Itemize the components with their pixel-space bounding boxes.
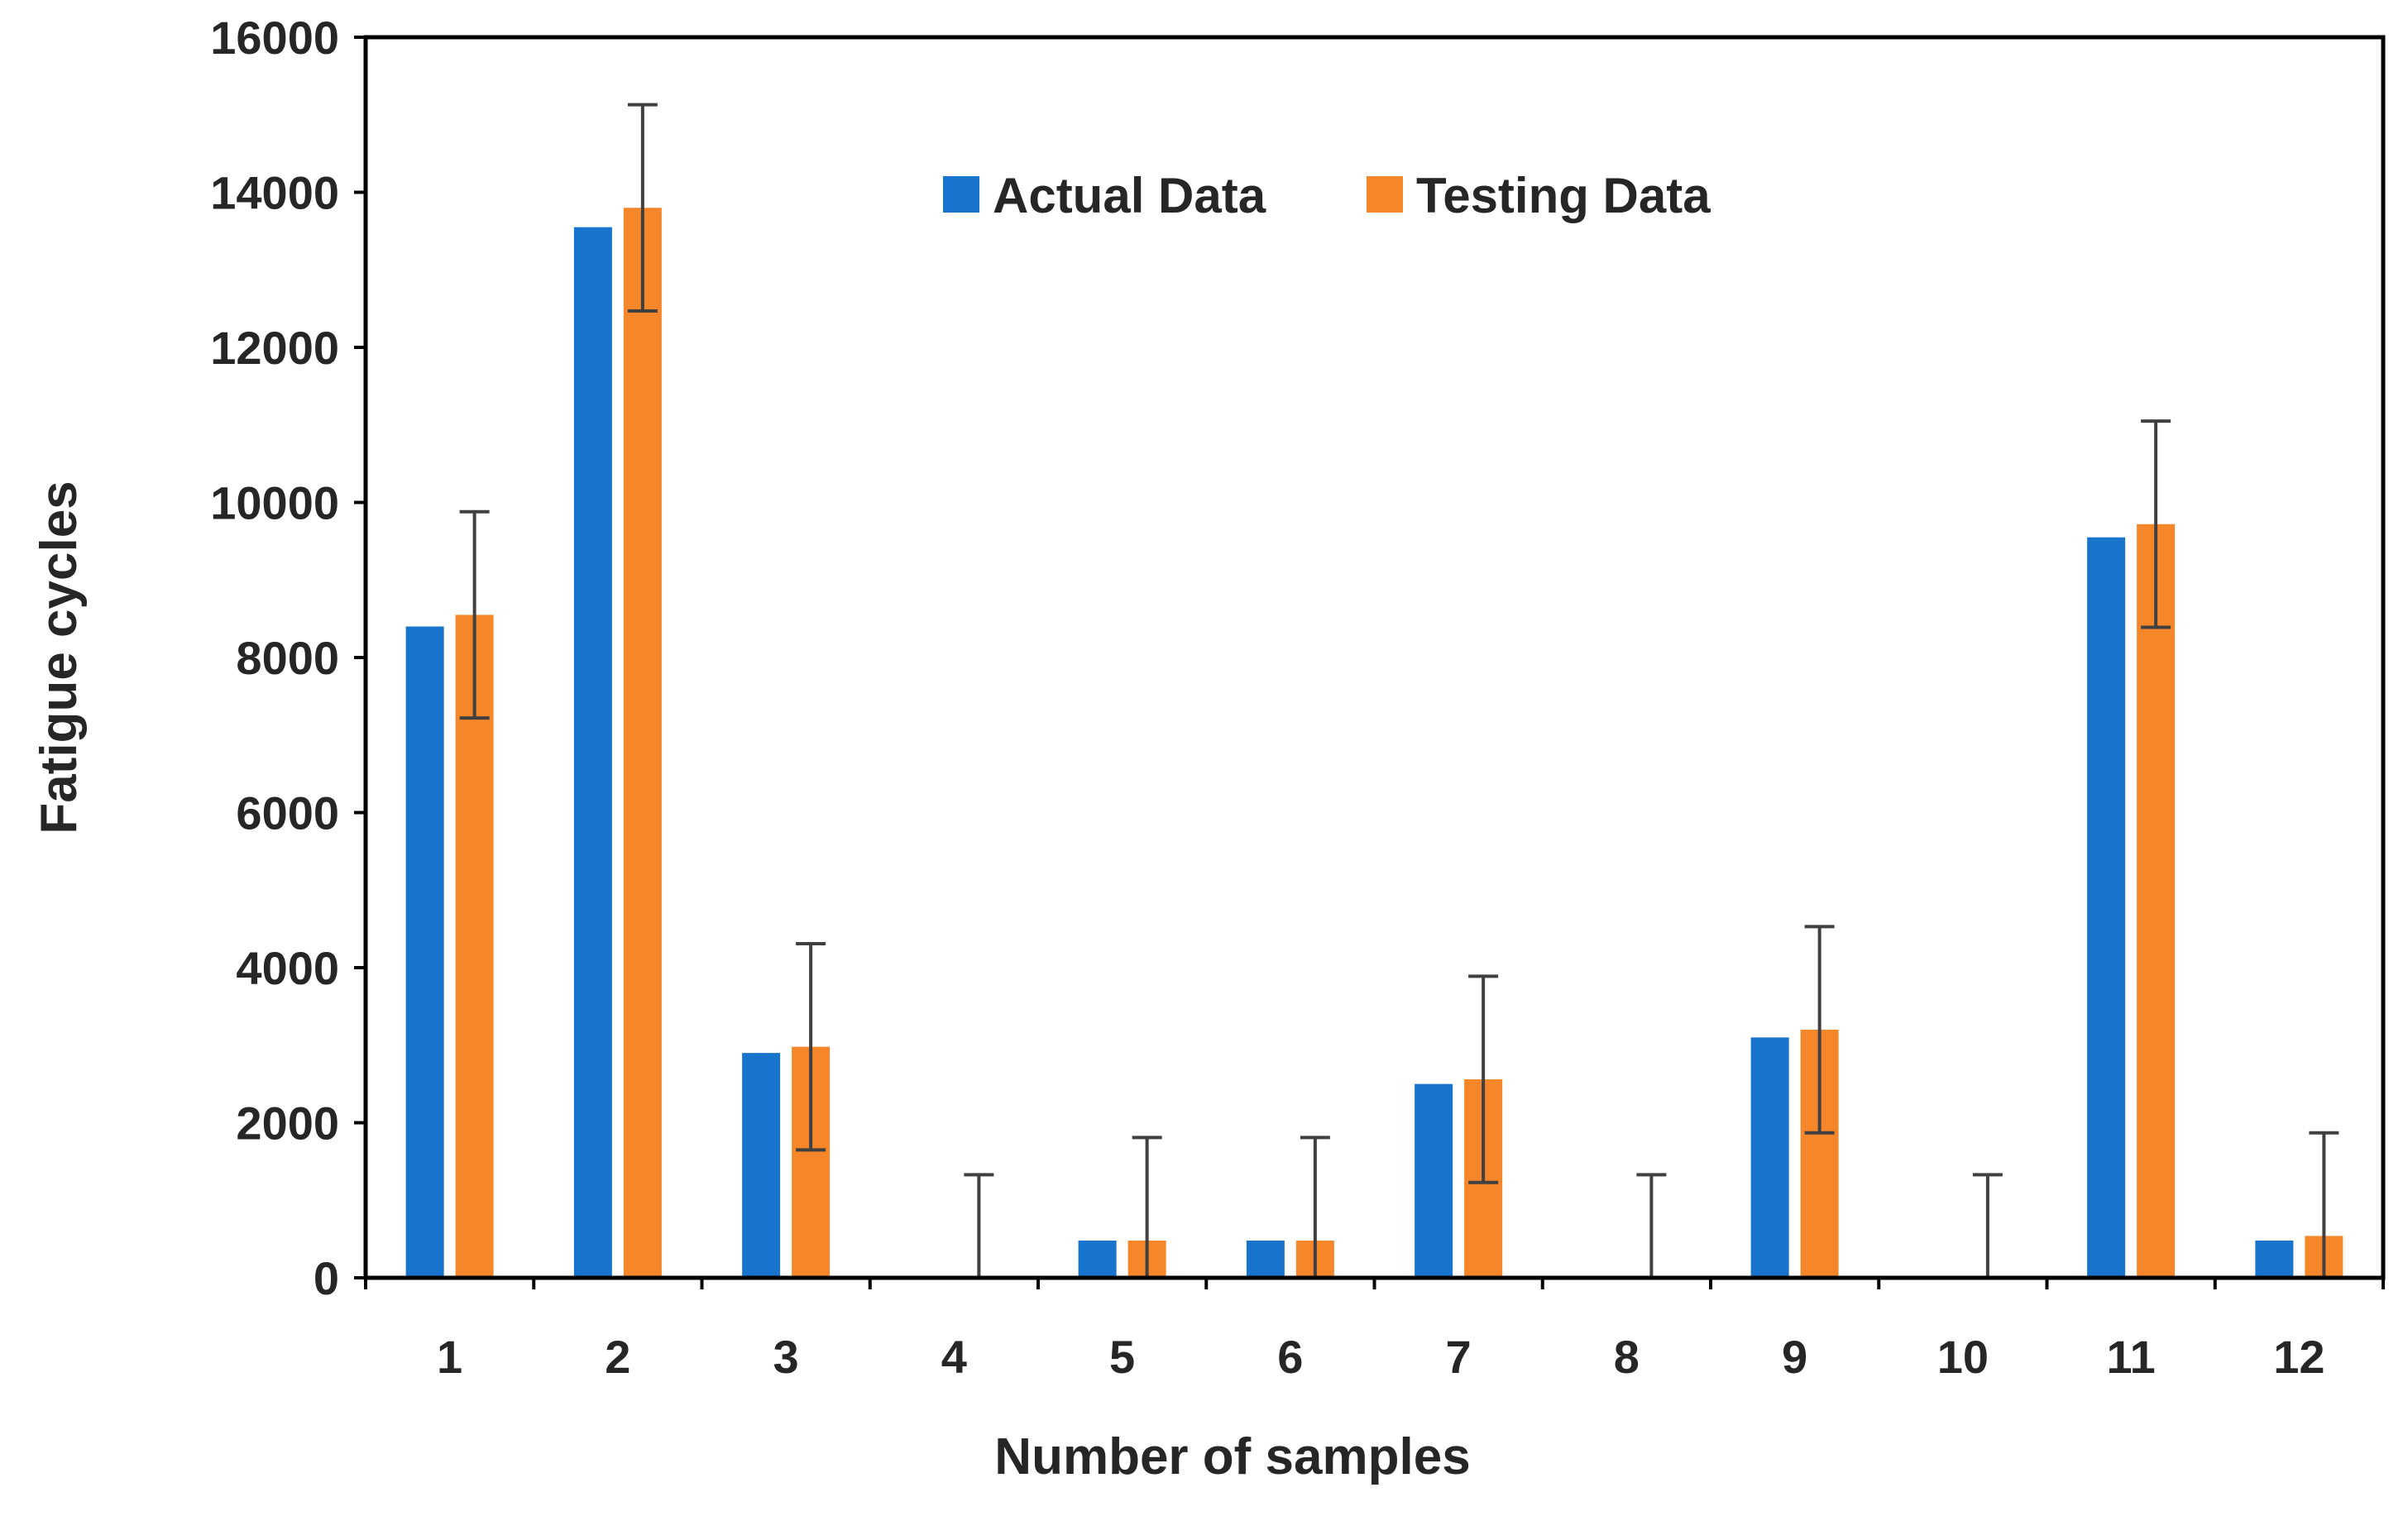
y-tick-label: 10000 — [210, 477, 339, 529]
x-tick-label: 11 — [2107, 1331, 2156, 1383]
bar-actual-6 — [1246, 1241, 1285, 1278]
legend-swatch — [1367, 176, 1403, 213]
y-axis-title: Fatigue cycles — [31, 481, 88, 834]
error-bar-11 — [2141, 419, 2171, 629]
y-tick-label: 6000 — [236, 787, 339, 839]
bar-actual-3 — [742, 1053, 781, 1278]
error-bar-5 — [1132, 1136, 1162, 1278]
error-bar-9 — [1804, 925, 1835, 1135]
legend-item-testing: Testing Data — [1367, 168, 1711, 223]
bar-actual-2 — [573, 227, 612, 1278]
legend-label: Testing Data — [1416, 168, 1711, 223]
bar-testing-1 — [455, 615, 494, 1278]
error-bar-4 — [964, 1173, 994, 1278]
legend-swatch — [943, 176, 979, 213]
x-tick-label: 4 — [941, 1331, 967, 1383]
error-bar-3 — [796, 941, 826, 1152]
error-bar-1 — [459, 509, 490, 720]
error-bar-8 — [1636, 1173, 1667, 1278]
legend-label: Actual Data — [993, 168, 1266, 223]
error-bars-layer — [459, 103, 2339, 1278]
y-tick-label: 4000 — [236, 942, 339, 994]
x-axis: 1 2 3 4 5 6 7 8 9 10 11 12 — [364, 1278, 2385, 1383]
legend: Actual Data Testing Data — [943, 168, 1711, 223]
bar-actual-11 — [2087, 537, 2126, 1278]
bar-actual-9 — [1750, 1037, 1789, 1278]
x-tick-label: 9 — [1782, 1331, 1807, 1383]
bar-actual-1 — [405, 626, 444, 1278]
bar-actual-7 — [1415, 1083, 1453, 1278]
x-tick-label: 2 — [605, 1331, 630, 1383]
x-tick-label: 3 — [773, 1331, 799, 1383]
error-bar-12 — [2309, 1131, 2339, 1278]
error-bar-6 — [1300, 1136, 1330, 1278]
x-tick-label: 5 — [1109, 1331, 1135, 1383]
bar-testing-11 — [2137, 524, 2176, 1278]
bar-actual-12 — [2255, 1241, 2294, 1278]
y-tick-label: 14000 — [210, 167, 339, 219]
x-tick-label: 7 — [1446, 1331, 1472, 1383]
x-tick-label: 10 — [1937, 1331, 1989, 1383]
error-bar-10 — [1972, 1173, 2003, 1278]
x-axis-title: Number of samples — [994, 1428, 1470, 1485]
x-tick-label: 12 — [2273, 1331, 2324, 1383]
bar-testing-2 — [623, 208, 662, 1278]
x-tick-label: 1 — [437, 1331, 462, 1383]
legend-item-actual: Actual Data — [943, 168, 1266, 223]
bar-actual-5 — [1078, 1241, 1117, 1278]
bars-layer — [405, 208, 2343, 1278]
y-tick-label: 8000 — [236, 632, 339, 684]
y-tick-label: 12000 — [210, 322, 339, 374]
x-tick-label: 6 — [1277, 1331, 1303, 1383]
y-tick-label: 2000 — [236, 1098, 339, 1150]
x-tick-label: 8 — [1614, 1331, 1640, 1383]
y-tick-label: 16000 — [210, 12, 339, 64]
error-bar-7 — [1468, 974, 1499, 1184]
y-tick-label: 0 — [314, 1252, 339, 1304]
y-axis: 0 2000 4000 6000 8000 10000 12000 14000 16000 — [210, 12, 366, 1304]
error-bar-2 — [627, 103, 658, 313]
